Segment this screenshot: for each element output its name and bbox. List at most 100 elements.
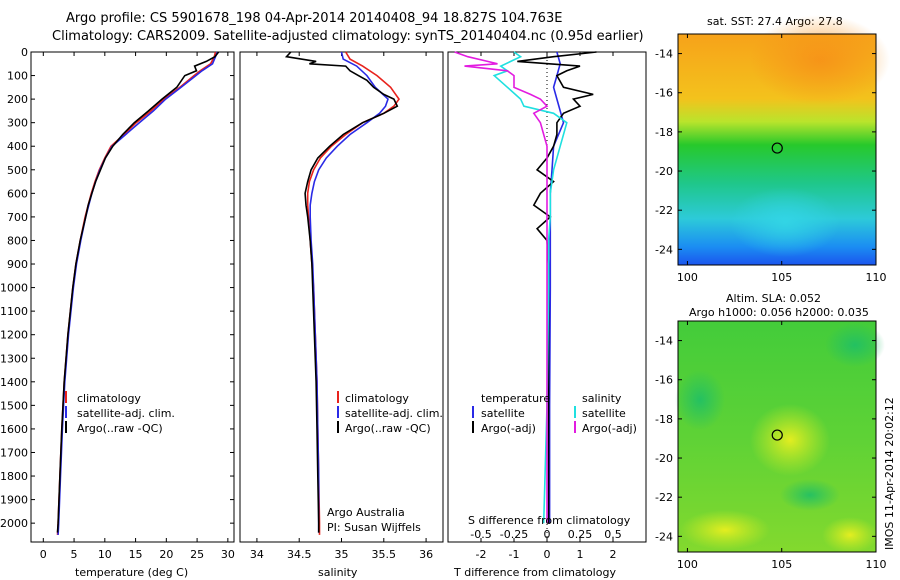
x-tick-label: 5 <box>71 548 78 561</box>
sla-ticks: 100 105 110 -14 -16 -18 -20 -22 -24 <box>655 321 887 571</box>
y-tick-label: 2000 <box>0 517 28 530</box>
y-tick-label: 200 <box>7 93 28 106</box>
sla-teal-patch-3 <box>780 479 840 511</box>
map-y-tick-label: -22 <box>655 204 673 217</box>
series-line-argo-raw-qc- <box>284 51 399 533</box>
map-x-tick-label: 110 <box>866 271 887 284</box>
salinity-panel: 34 34.5 35 35.5 36 salinity climatology sate… <box>239 51 444 579</box>
argo-australia-label: Argo Australia <box>327 506 405 519</box>
sla-teal-patch-1 <box>825 323 885 367</box>
legend-label-satellite: satellite-adj. clim. <box>345 407 443 420</box>
map-y-tick-label: -18 <box>655 413 673 426</box>
y-tick-label: 800 <box>7 234 28 247</box>
difference-xlabel-top: S difference from climatology <box>468 514 631 527</box>
sla-map-panel: Altim. SLA: 0.052 Argo h1000: 0.056 h200… <box>655 292 896 571</box>
pi-label: PI: Susan Wijffels <box>327 521 421 534</box>
x-tick-label: 10 <box>98 548 112 561</box>
salinity-xlabel: salinity <box>318 566 358 579</box>
x-tick-label: -2 <box>476 548 487 561</box>
y-tick-label: 300 <box>7 117 28 130</box>
series-line-s-satellite <box>492 51 568 524</box>
y-tick-label: 700 <box>7 211 28 224</box>
y-tick-label: 1200 <box>0 329 28 342</box>
y-tick-label: 1500 <box>0 399 28 412</box>
map-y-tick-label: -16 <box>655 374 673 387</box>
difference-legend: temperature satellite Argo(-adj) salinit… <box>472 392 637 435</box>
imos-timestamp: IMOS 11-Apr-2014 20:02:12 <box>883 397 896 550</box>
map-y-tick-label: -22 <box>655 491 673 504</box>
map-x-tick-label: 105 <box>771 271 792 284</box>
map-y-tick-label: -20 <box>655 165 673 178</box>
sla-yellow-patch-3 <box>822 517 878 553</box>
y-tick-label: 600 <box>7 187 28 200</box>
x-tick-label: 0 <box>544 548 551 561</box>
y-tick-label: 1400 <box>0 376 28 389</box>
y-tick-label: 500 <box>7 164 28 177</box>
x-tick-label: 35.5 <box>372 548 397 561</box>
argo-location-marker <box>771 429 783 441</box>
legend-label-argo: Argo(..raw -QC) <box>345 422 431 435</box>
salinity-axes <box>239 51 444 543</box>
s-tick-label: 0.25 <box>568 528 593 541</box>
map-y-tick-label: -14 <box>655 48 673 61</box>
difference-lines <box>454 51 597 524</box>
sst-ticks: 100 105 110 -14 -16 -18 -20 -22 -24 <box>655 34 887 284</box>
sla-map-title-line1: Altim. SLA: 0.052 <box>726 292 821 305</box>
map-y-tick-label: -24 <box>655 530 673 543</box>
map-x-tick-label: 105 <box>771 558 792 571</box>
x-tick-label: 20 <box>159 548 173 561</box>
argo-location-marker <box>771 142 783 154</box>
sst-warm-patch <box>750 15 890 105</box>
y-tick-label: 1000 <box>0 282 28 295</box>
series-line-t-argo-adj- <box>517 51 597 524</box>
y-tick-label: 1100 <box>0 305 28 318</box>
legend-label-argo: Argo(..raw -QC) <box>77 422 163 435</box>
series-line-climatology <box>306 51 400 535</box>
temperature-ticks: 0 5 10 15 20 25 30 <box>40 52 235 561</box>
x-tick-label: -1 <box>509 548 520 561</box>
x-tick-label: 36 <box>419 548 433 561</box>
y-tick-label: 400 <box>7 140 28 153</box>
legend-label-s-satellite: satellite <box>582 407 626 420</box>
difference-panel: -2 -1 0 1 2 -0.5 -0.25 0 0.25 0.5 S difference fr… <box>447 51 647 579</box>
s-tick-label: 0.5 <box>604 528 622 541</box>
y-tick-label: 100 <box>7 70 28 83</box>
salinity-legend: climatology satellite-adj. clim. Argo(..… <box>337 391 443 435</box>
x-tick-label: 25 <box>190 548 204 561</box>
temperature-legend: climatology satellite-adj. clim. Argo(..… <box>65 391 175 435</box>
sla-teal-patch-2 <box>675 370 725 430</box>
y-tick-label: 1300 <box>0 352 28 365</box>
y-tick-label: 900 <box>7 258 28 271</box>
map-y-tick-label: -16 <box>655 87 673 100</box>
x-tick-label: 2 <box>610 548 617 561</box>
legend-label-climatology: climatology <box>345 392 409 405</box>
y-tick-label: 1700 <box>0 446 28 459</box>
temperature-lines <box>56 51 220 535</box>
s-tick-label: -0.25 <box>500 528 528 541</box>
x-tick-label: 0 <box>40 548 47 561</box>
x-tick-label: 15 <box>129 548 143 561</box>
x-tick-label: 34 <box>250 548 264 561</box>
salinity-ticks: 34 34.5 35 35.5 36 <box>250 52 433 561</box>
map-x-tick-label: 110 <box>866 558 887 571</box>
sla-axes <box>677 320 877 553</box>
x-tick-label: 1 <box>577 548 584 561</box>
sst-axes <box>677 33 877 266</box>
map-y-tick-label: -20 <box>655 452 673 465</box>
map-y-tick-label: -24 <box>655 243 673 256</box>
sst-map-panel: sat. SST: 27.4 Argo: 27.8 <box>655 15 890 284</box>
salinity-lines <box>284 51 400 535</box>
title-line1: Argo profile: CS 5901678_198 04-Apr-2014… <box>66 11 562 26</box>
sla-map-title-line2: Argo h1000: 0.056 h2000: 0.035 <box>689 306 869 319</box>
s-tick-label: -0.5 <box>470 528 491 541</box>
temperature-xlabel: temperature (deg C) <box>75 566 188 579</box>
y-tick-label: 1800 <box>0 470 28 483</box>
legend-title-salinity: salinity <box>582 392 622 405</box>
y-tick-label: 0 <box>21 46 28 59</box>
x-tick-label: 34.5 <box>287 548 312 561</box>
sst-cool-patch <box>730 187 840 257</box>
legend-label-t-argo: Argo(-adj) <box>481 422 536 435</box>
legend-title-temperature: temperature <box>481 392 550 405</box>
sla-yellow-patch-1 <box>750 404 830 476</box>
